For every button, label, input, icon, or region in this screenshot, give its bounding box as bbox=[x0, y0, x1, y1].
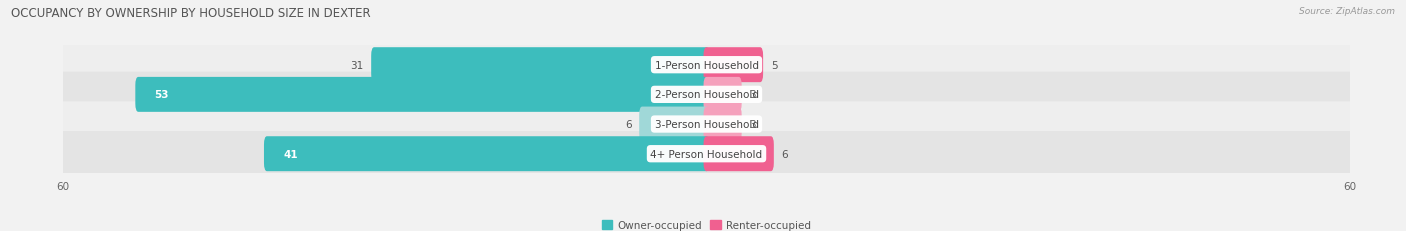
FancyBboxPatch shape bbox=[640, 107, 710, 142]
FancyBboxPatch shape bbox=[55, 131, 1358, 177]
FancyBboxPatch shape bbox=[703, 78, 742, 112]
Text: 3: 3 bbox=[749, 90, 756, 100]
FancyBboxPatch shape bbox=[371, 48, 710, 83]
FancyBboxPatch shape bbox=[55, 72, 1358, 118]
FancyBboxPatch shape bbox=[135, 78, 710, 112]
FancyBboxPatch shape bbox=[264, 137, 710, 171]
Text: 1-Person Household: 1-Person Household bbox=[655, 61, 758, 70]
FancyBboxPatch shape bbox=[703, 137, 773, 171]
Text: 6: 6 bbox=[624, 119, 631, 130]
Legend: Owner-occupied, Renter-occupied: Owner-occupied, Renter-occupied bbox=[598, 216, 815, 231]
Text: 4+ Person Household: 4+ Person Household bbox=[651, 149, 762, 159]
Text: 2-Person Household: 2-Person Household bbox=[655, 90, 758, 100]
FancyBboxPatch shape bbox=[703, 48, 763, 83]
Text: OCCUPANCY BY OWNERSHIP BY HOUSEHOLD SIZE IN DEXTER: OCCUPANCY BY OWNERSHIP BY HOUSEHOLD SIZE… bbox=[11, 7, 371, 20]
Text: 5: 5 bbox=[770, 61, 778, 70]
Text: 3: 3 bbox=[749, 119, 756, 130]
Text: 53: 53 bbox=[155, 90, 169, 100]
Text: 6: 6 bbox=[782, 149, 789, 159]
FancyBboxPatch shape bbox=[55, 102, 1358, 147]
Text: Source: ZipAtlas.com: Source: ZipAtlas.com bbox=[1299, 7, 1395, 16]
FancyBboxPatch shape bbox=[703, 107, 742, 142]
Text: 31: 31 bbox=[350, 61, 363, 70]
Text: 3-Person Household: 3-Person Household bbox=[655, 119, 758, 130]
Text: 41: 41 bbox=[283, 149, 298, 159]
FancyBboxPatch shape bbox=[55, 43, 1358, 88]
